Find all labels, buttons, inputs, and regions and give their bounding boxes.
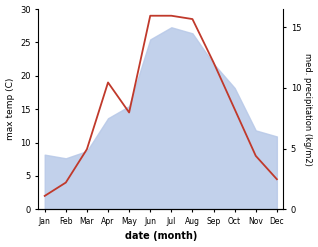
Y-axis label: max temp (C): max temp (C) (5, 78, 15, 140)
Y-axis label: med. precipitation (kg/m2): med. precipitation (kg/m2) (303, 53, 313, 165)
X-axis label: date (month): date (month) (125, 231, 197, 242)
